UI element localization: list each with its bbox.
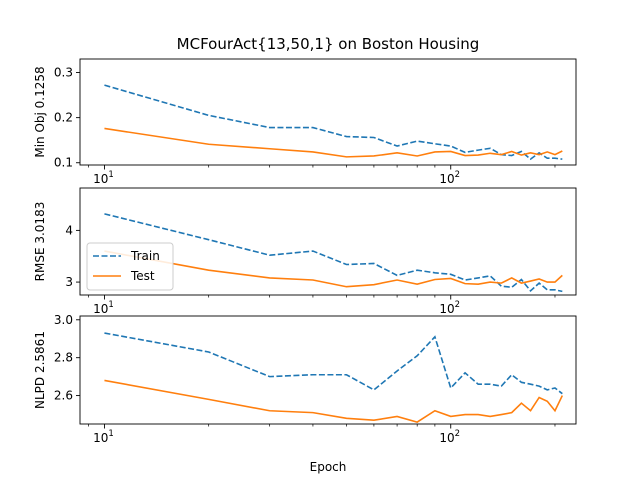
x-tick-label: 102 — [439, 300, 460, 316]
series-line-train — [104, 213, 563, 293]
x-axis-label: Epoch — [310, 460, 347, 474]
series-line-test — [104, 379, 564, 423]
axes-frame — [79, 187, 577, 296]
x-tick-label: 101 — [93, 429, 114, 445]
axes-frame — [79, 315, 577, 425]
legend-train-label: Train — [130, 249, 160, 263]
panel-2: 3 4 RMSE 3.0183 101 102 — [33, 187, 577, 316]
axes-frame — [79, 58, 577, 166]
series-line-train — [104, 332, 563, 395]
series-line-test — [104, 250, 563, 288]
panel-1: 0.1 0.2 0.3 Min Obj 0.1258 101 102 — [33, 58, 577, 186]
y-axis-label: Min Obj 0.1258 — [33, 66, 47, 157]
y-tick-label: 3 — [65, 275, 73, 289]
x-tick-label: 102 — [439, 170, 460, 186]
series-line-train — [104, 84, 563, 161]
y-tick-label: 0.2 — [54, 111, 73, 125]
x-tick-label: 102 — [439, 429, 460, 445]
y-tick-label: 2.8 — [54, 351, 73, 365]
x-tick-label: 101 — [93, 300, 114, 316]
y-tick-label: 2.6 — [54, 389, 73, 403]
y-tick-label: 0.3 — [54, 66, 73, 80]
y-tick-label: 4 — [65, 223, 73, 237]
series-line-test — [104, 127, 563, 158]
panels: 0.1 0.2 0.3 Min Obj 0.1258 101 102 3 4 RMSE 3.01… — [33, 58, 577, 445]
x-tick-label: 101 — [93, 170, 114, 186]
legend-test-label: Test — [130, 269, 155, 283]
y-tick-label: 3.0 — [54, 313, 73, 327]
chart-title: MCFourAct{13,50,1} on Boston Housing — [177, 35, 480, 53]
legend: Train Test — [86, 242, 174, 291]
panel-3: 2.6 2.8 3.0 NLPD 2.5861 101 102 — [33, 313, 577, 445]
y-axis-label: NLPD 2.5861 — [33, 331, 47, 409]
legend-box — [86, 242, 174, 291]
y-tick-label: 0.1 — [54, 156, 73, 170]
y-axis-label: RMSE 3.0183 — [33, 202, 47, 282]
